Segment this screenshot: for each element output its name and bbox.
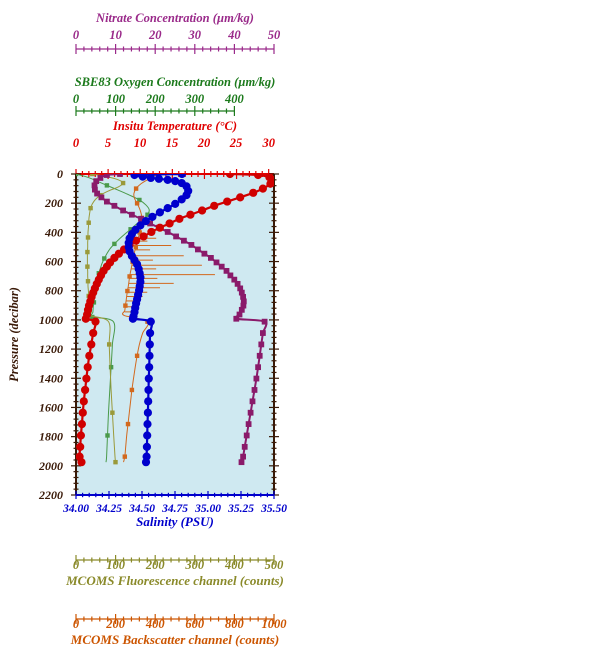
svg-text:Nitrate Concentration (µm/kg): Nitrate Concentration (µm/kg) [95,11,254,25]
svg-text:800: 800 [45,284,63,298]
svg-text:25: 25 [229,136,243,150]
svg-text:35.25: 35.25 [227,503,254,515]
svg-text:34.00: 34.00 [62,503,89,515]
svg-text:Salinity (PSU): Salinity (PSU) [136,514,214,529]
svg-text:50: 50 [268,28,281,42]
svg-text:400: 400 [44,225,63,239]
svg-text:30: 30 [188,28,202,42]
svg-text:1800: 1800 [39,430,63,444]
svg-text:20: 20 [148,28,162,42]
svg-text:0: 0 [73,92,80,106]
svg-text:Insitu Temperature (°C): Insitu Temperature (°C) [112,119,237,133]
svg-text:0: 0 [73,136,80,150]
svg-text:40: 40 [227,28,241,42]
svg-text:200: 200 [44,196,63,210]
svg-text:MCOMS Backscatter channel (cou: MCOMS Backscatter channel (counts) [70,632,279,647]
svg-text:1200: 1200 [39,342,63,356]
svg-text:0: 0 [57,167,63,181]
svg-text:1000: 1000 [39,313,63,327]
svg-text:1600: 1600 [39,401,63,415]
svg-text:5: 5 [105,136,111,150]
svg-text:34.25: 34.25 [95,503,122,515]
svg-text:10: 10 [109,28,122,42]
svg-text:2000: 2000 [38,459,63,473]
svg-text:SBE83 Oxygen Concentration (µm: SBE83 Oxygen Concentration (µm/kg) [75,75,276,89]
svg-text:100: 100 [106,92,126,106]
svg-text:200: 200 [145,92,166,106]
svg-text:30: 30 [261,136,275,150]
svg-text:Pressure (decibar): Pressure (decibar) [7,287,21,382]
svg-text:15: 15 [166,136,179,150]
svg-text:600: 600 [45,255,63,269]
svg-text:400: 400 [224,92,245,106]
svg-text:1400: 1400 [39,371,63,385]
svg-text:MCOMS Fluorescence channel (co: MCOMS Fluorescence channel (counts) [65,573,284,588]
svg-text:300: 300 [184,92,205,106]
svg-text:10: 10 [134,136,147,150]
svg-text:20: 20 [197,136,211,150]
svg-text:35.50: 35.50 [260,503,287,515]
svg-text:2200: 2200 [38,488,63,502]
svg-text:0: 0 [73,28,80,42]
